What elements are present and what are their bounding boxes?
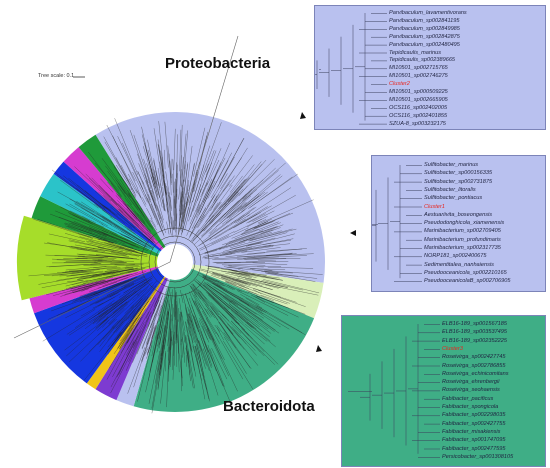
- pointer-arrow-bacteroidota: [316, 345, 322, 352]
- panel-tree-lines: [315, 13, 387, 125]
- leaf-label: Roseivirga_ehrenbergii: [442, 379, 500, 386]
- sector-blue-2: [53, 161, 162, 252]
- leaf-label: Parvibaculum_lavamentivorans: [389, 10, 467, 16]
- leaf-label: Roseivirga_seohaensis: [442, 387, 500, 394]
- leaf-label: Marinibacterium_sp002317735: [424, 245, 501, 251]
- leaf-label: Sedimentitalea_nanhaiensis: [424, 261, 494, 268]
- bacteroidota-label: Bacteroidota: [223, 398, 315, 415]
- leaf-label: Marinibacterium_profundimaris: [424, 236, 501, 243]
- leaf-label: Sulfitobacter_litoralis: [424, 186, 476, 193]
- leaf-label: Parvibaculum_sp002841195: [389, 17, 460, 24]
- leaf-label: MI10501_sp002715765: [389, 65, 448, 72]
- leaf-label: Fabibacter_spongicola: [442, 404, 499, 410]
- leaf-label: ELB16-189_sp003537495: [442, 329, 508, 336]
- leaf-label: Sulfitobacter_pontiacus: [424, 195, 483, 202]
- leaf-label: OCS116_sp002401855: [389, 112, 448, 119]
- leaf-label: Pseudooceanicola_sp002210165: [424, 269, 507, 276]
- leaf-label: PseudooceanicolaB_sp002706905: [424, 278, 511, 285]
- leaf-label: Roseivirga_sp002786855: [442, 362, 506, 369]
- leaf-label: Fabibacter_misakiensis: [442, 428, 501, 435]
- leaf-label: Fabibacter_sp002298035: [442, 412, 506, 419]
- leaf-label: ELB16-189_sp002352225: [442, 337, 508, 344]
- highlighted-cluster-label: Cluster2: [389, 81, 410, 88]
- pointer-arrow-middle: [350, 230, 356, 236]
- inner-arc-2: [140, 227, 210, 297]
- leaf-label: Pseudodonghicola_xiamenensis: [424, 220, 505, 227]
- inner-arc-0: [154, 241, 196, 283]
- leaf-label: Tepidicaulis_sp002389665: [389, 57, 456, 64]
- leaf-label: Persicobacter_sp001308105: [442, 453, 514, 460]
- leaf-label: Sulfitobacter_marinus: [424, 162, 479, 168]
- leaf-label: Marinibacterium_sp002709405: [424, 228, 501, 235]
- leaf-label: Parvibaculum_sp002480495: [389, 41, 460, 48]
- tree-root-area: [159, 246, 191, 278]
- leaf-label: Parvibaculum_sp002842875: [389, 33, 460, 40]
- highlighted-cluster-label: Cluster3: [442, 345, 463, 352]
- leaf-label: NORP181_sp002400675: [424, 253, 487, 260]
- inner-arcs: [140, 227, 210, 297]
- leaf-label: OCS116_sp002402005: [389, 104, 448, 111]
- leaf-label: Sulfitobacter_sp002731875: [424, 178, 493, 185]
- leaf-label: Fabibacter_sp002427755: [442, 420, 506, 427]
- leaf-label: Tepidicaulis_marinus: [389, 49, 442, 56]
- tree-branches: [28, 118, 323, 414]
- sulfitobacter-zoom-panel: Sulfitobacter_marinus Sulfitobacter_sp000…: [371, 155, 546, 292]
- long-branch-line-2: [13, 261, 171, 339]
- leaf-label: ELB16-189_sp001567185: [442, 321, 508, 327]
- panel-tree-lines: [372, 165, 422, 282]
- leaf-label: Fabibacter_sp001747095: [442, 437, 506, 444]
- leaf-label: Roseivirga_sp002427745: [442, 354, 506, 361]
- leaf-label: Parvibaculum_sp002849985: [389, 25, 460, 32]
- panel-tree-lines: [348, 324, 440, 458]
- leaf-label: MI10501_sp002746275: [389, 73, 448, 80]
- sector-lavender-small: [116, 278, 171, 407]
- proteobacteria-zoom-panel: Parvibaculum_lavamentivorans Parvibaculum…: [314, 5, 546, 130]
- leaf-label: MI10501_sp000509225: [389, 89, 448, 95]
- proteobacteria-label: Proteobacteria: [165, 55, 271, 72]
- pointer-arrow-proteobacteria: [300, 112, 306, 119]
- leaf-label: Fabibacter_pacificus: [442, 395, 494, 402]
- leaf-label: MI10501_sp002665905: [389, 96, 448, 103]
- leaf-label: Roseivirga_echinicomitans: [442, 370, 509, 377]
- highlighted-cluster-label: Cluster1: [424, 203, 445, 210]
- branch-lines: [28, 118, 323, 414]
- inner-arc-1: [148, 235, 202, 289]
- leaf-label: Fabibacter_sp002477595: [442, 445, 506, 452]
- tree-scale-label: Tree scale: 0.1: [38, 73, 75, 79]
- leaf-label: Sulfitobacter_sp000156335: [424, 170, 493, 177]
- leaf-label: Aestuariivita_boseongensis: [424, 211, 493, 218]
- sector-proteobacteria: [95, 111, 326, 283]
- bacteroidota-zoom-panel: ELB16-189_sp001567185 ELB16-189_sp0035374…: [341, 315, 546, 467]
- sector-green-2: [78, 134, 166, 249]
- clade-sectors: [16, 111, 326, 412]
- sector-bacteroidota: [133, 268, 315, 412]
- sector-purple: [95, 277, 168, 401]
- long-branch-line: [169, 35, 239, 263]
- leaf-label: SZUA-8_sp003232175: [389, 120, 446, 127]
- sector-green: [31, 196, 159, 257]
